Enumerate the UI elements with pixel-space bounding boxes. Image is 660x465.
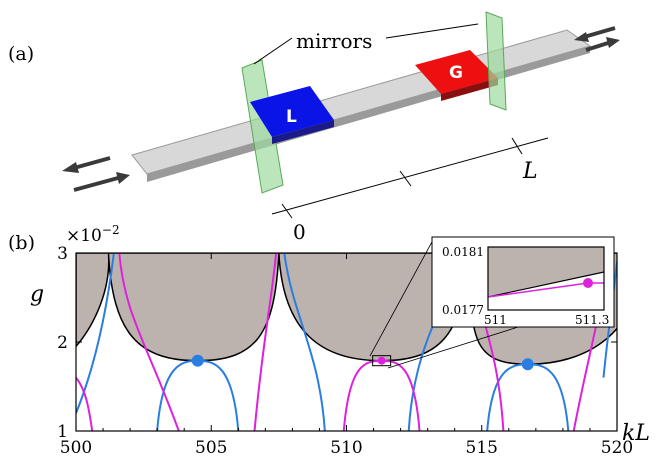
- inset-gain-point: [583, 278, 593, 288]
- x-axis-label: kL: [622, 421, 650, 446]
- axis-zero-label: 0: [293, 220, 306, 244]
- plot-axes: 500 505 510 515 520 1 2 3: [57, 244, 633, 458]
- branch-curve-0: [76, 253, 115, 414]
- point-magenta-0: [377, 356, 386, 365]
- position-axis: [271, 137, 549, 219]
- arrow-right-out: [585, 37, 620, 52]
- zoom-box: [372, 355, 392, 367]
- y-tick-label-2: 3: [57, 244, 68, 264]
- branch-curve-6: [76, 376, 94, 431]
- loss-block: L: [250, 86, 334, 144]
- arrow-left-in: [73, 172, 130, 192]
- arrow-right-in: [574, 26, 616, 42]
- y-axis-label: g: [30, 282, 44, 307]
- point-blue-0: [191, 354, 204, 367]
- inset-x-right: 511.3: [575, 313, 609, 327]
- branch-curve-8: [253, 253, 278, 431]
- exponent-label: ×10−2: [66, 223, 120, 246]
- inset-x-left: 511: [484, 313, 507, 327]
- x-tick-label-3: 515: [466, 438, 498, 458]
- branch-curve-7: [118, 253, 180, 431]
- y-tick-label-0: 1: [57, 422, 68, 442]
- axis-end-label: L: [522, 159, 538, 184]
- point-blue-1: [521, 358, 534, 371]
- x-tick-label-0: 500: [60, 438, 92, 458]
- mirror-leader-right: [385, 23, 479, 39]
- x-tick-label-4: 520: [601, 438, 633, 458]
- branch-curve-9: [342, 359, 421, 431]
- mirrors-label: mirrors: [296, 29, 372, 53]
- panel-a-label: (a): [8, 43, 34, 65]
- branch-curve-1: [156, 359, 240, 431]
- mirror-leader-left: [253, 37, 293, 65]
- gain-label: G: [449, 63, 463, 83]
- inset-y-bottom: 0.0177: [442, 303, 484, 317]
- inset: 0.0181 0.0177 511 511.3: [431, 236, 615, 328]
- branch-curve-2: [283, 253, 326, 431]
- x-tick-label-2: 510: [330, 438, 362, 458]
- inset-connector-top: [369, 239, 434, 357]
- loss-label: L: [286, 107, 297, 127]
- y-tick-label-1: 2: [57, 333, 68, 353]
- gain-block: G: [415, 50, 498, 101]
- arrow-left-out: [62, 156, 111, 173]
- x-tick-label-1: 505: [195, 438, 227, 458]
- panel-b-label: (b): [8, 232, 35, 254]
- right-mirror: [485, 11, 507, 111]
- inset-y-top: 0.0181: [442, 245, 484, 259]
